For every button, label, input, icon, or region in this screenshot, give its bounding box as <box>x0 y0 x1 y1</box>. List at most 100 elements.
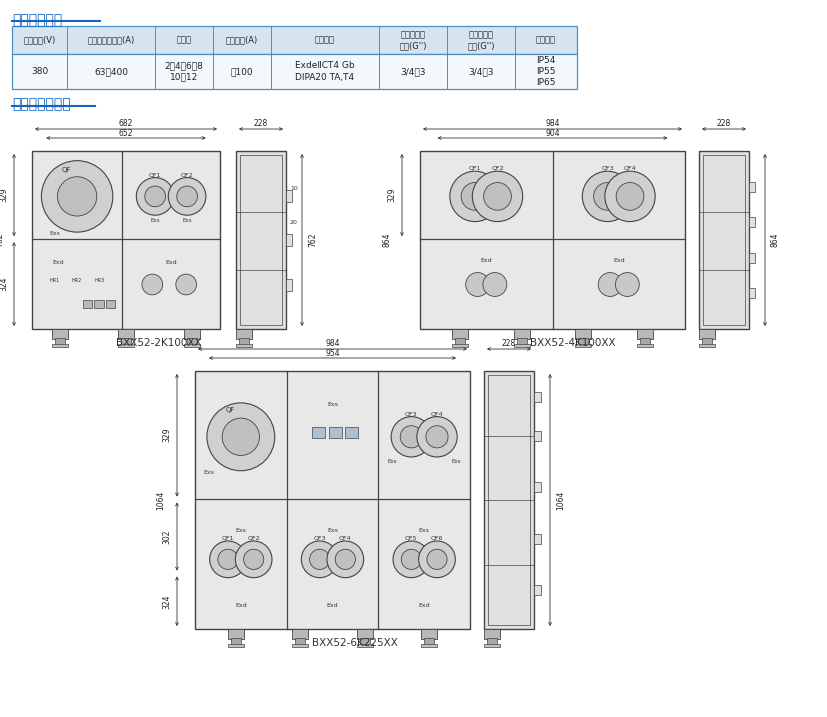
Text: Exs: Exs <box>203 470 214 475</box>
Bar <box>701 338 711 345</box>
Bar <box>236 344 251 347</box>
Circle shape <box>393 541 430 578</box>
Text: BXX52-6K225XX: BXX52-6K225XX <box>312 638 398 648</box>
Text: BXX52-4K100XX: BXX52-4K100XX <box>529 338 615 348</box>
Text: QF2: QF2 <box>491 166 504 171</box>
Bar <box>228 629 244 639</box>
Circle shape <box>598 272 622 296</box>
Bar <box>236 151 286 329</box>
Circle shape <box>210 541 246 578</box>
Text: 228: 228 <box>717 120 731 128</box>
Text: QF5: QF5 <box>405 536 418 541</box>
Circle shape <box>401 549 422 569</box>
Bar <box>118 344 134 347</box>
Text: 1064: 1064 <box>156 490 165 510</box>
Circle shape <box>169 178 206 215</box>
Bar <box>578 338 589 345</box>
Bar <box>699 344 715 347</box>
Circle shape <box>450 171 500 222</box>
Text: QF1: QF1 <box>469 166 481 171</box>
Text: BXX52-2K100XX: BXX52-2K100XX <box>116 338 202 348</box>
Bar <box>52 329 68 339</box>
Bar <box>423 638 433 645</box>
Circle shape <box>594 183 621 210</box>
Bar <box>638 329 653 339</box>
Text: QF4: QF4 <box>431 411 443 416</box>
Text: 984: 984 <box>545 120 560 128</box>
Bar <box>118 329 134 339</box>
Bar <box>293 629 308 639</box>
Bar <box>455 338 465 345</box>
Bar <box>94 300 104 308</box>
Text: Exd: Exd <box>165 260 177 265</box>
Circle shape <box>145 186 165 206</box>
Text: 864: 864 <box>771 233 780 247</box>
Text: 682: 682 <box>119 120 133 128</box>
Bar <box>486 638 496 645</box>
Text: Exd: Exd <box>480 258 492 263</box>
Bar <box>184 344 200 347</box>
Text: 防护等级: 防护等级 <box>536 36 556 44</box>
Bar <box>106 300 116 308</box>
Text: 1064: 1064 <box>556 490 565 510</box>
Text: 380: 380 <box>31 67 48 76</box>
Bar <box>534 430 541 440</box>
Text: 228: 228 <box>502 340 516 348</box>
Circle shape <box>222 418 260 455</box>
Text: 864: 864 <box>383 233 392 247</box>
Text: Exd: Exd <box>327 603 338 608</box>
Bar <box>12 26 577 54</box>
Text: 20: 20 <box>290 219 298 224</box>
Text: QF6: QF6 <box>431 536 443 541</box>
Bar <box>484 629 500 639</box>
Circle shape <box>461 183 489 210</box>
Circle shape <box>484 183 511 210</box>
Bar <box>749 288 755 298</box>
Bar <box>452 344 468 347</box>
Text: Exd: Exd <box>52 260 65 265</box>
Circle shape <box>207 403 275 470</box>
Circle shape <box>605 171 655 222</box>
Bar <box>238 338 248 345</box>
Bar <box>346 427 358 438</box>
Bar <box>232 638 241 645</box>
Circle shape <box>309 549 330 569</box>
Bar <box>83 300 92 308</box>
Bar <box>356 644 373 647</box>
Text: 324: 324 <box>0 277 8 291</box>
Text: QF3: QF3 <box>313 536 326 541</box>
Text: ＜100: ＜100 <box>231 67 253 76</box>
Circle shape <box>400 426 423 448</box>
Text: HR2: HR2 <box>72 278 82 283</box>
Text: 2、4、6、8
10、12: 2、4、6、8 10、12 <box>165 62 203 82</box>
Text: Exs: Exs <box>182 218 192 223</box>
Text: 支路数: 支路数 <box>176 36 192 44</box>
Bar <box>295 638 305 645</box>
Bar <box>703 155 745 325</box>
Bar <box>286 234 292 246</box>
Text: 324: 324 <box>162 594 171 609</box>
Text: QF: QF <box>62 166 71 173</box>
Text: Exs: Exs <box>236 528 246 533</box>
Text: 防爆标志: 防爆标志 <box>315 36 335 44</box>
Circle shape <box>418 541 456 578</box>
Circle shape <box>136 178 174 215</box>
Text: 954: 954 <box>325 348 340 358</box>
Text: 302: 302 <box>162 529 171 543</box>
Text: 额定电压(V): 额定电压(V) <box>23 36 55 44</box>
Text: 984: 984 <box>325 340 340 348</box>
Text: 762: 762 <box>0 233 4 247</box>
Text: 主要技术参数: 主要技术参数 <box>12 13 62 27</box>
Bar <box>534 585 541 595</box>
Bar <box>55 338 65 345</box>
Text: 762: 762 <box>308 233 317 247</box>
Bar <box>286 189 292 201</box>
Text: QF2: QF2 <box>247 536 260 541</box>
Bar <box>484 644 500 647</box>
Circle shape <box>615 272 639 296</box>
Bar <box>240 155 282 325</box>
Bar <box>420 151 685 329</box>
Bar <box>534 533 541 543</box>
Text: QF3: QF3 <box>601 166 614 171</box>
Bar <box>699 151 749 329</box>
